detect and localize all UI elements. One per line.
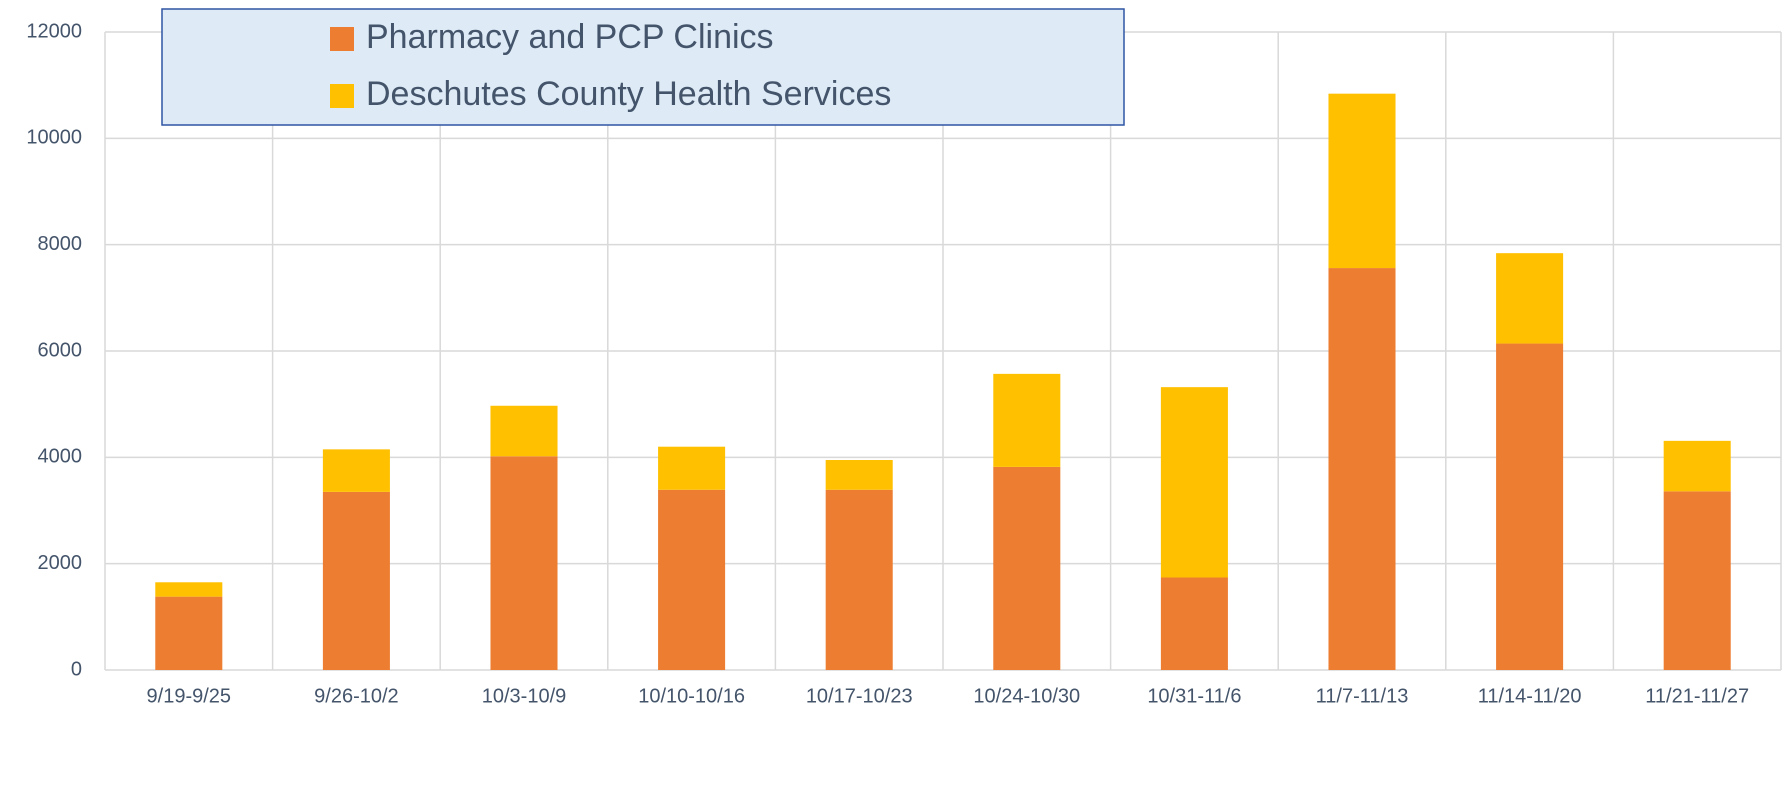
bar-segment xyxy=(1328,268,1396,670)
legend-box xyxy=(161,8,1125,126)
bar-segment xyxy=(322,491,390,670)
x-tick-label: 10/31-11/6 xyxy=(1147,685,1241,707)
bar-segment xyxy=(155,582,223,597)
bar-segment xyxy=(490,405,558,457)
x-tick-label: 9/19-9/25 xyxy=(147,685,232,707)
bar-segment xyxy=(825,489,893,670)
bar-segment xyxy=(658,446,726,490)
y-tick-label: 12000 xyxy=(26,20,82,42)
bar-segment xyxy=(1663,440,1731,492)
x-tick-label: 10/10-10/16 xyxy=(638,685,745,707)
x-tick-label: 10/24-10/30 xyxy=(973,685,1080,707)
x-tick-label: 11/7-11/13 xyxy=(1316,685,1409,707)
legend-label: Pharmacy and PCP Clinics xyxy=(366,18,774,56)
bar-segment xyxy=(993,466,1061,670)
bar-segment xyxy=(490,456,558,670)
bar-segment xyxy=(993,373,1061,467)
x-tick-label: 10/3-10/9 xyxy=(482,685,567,707)
y-tick-label: 8000 xyxy=(38,233,83,255)
y-tick-label: 6000 xyxy=(38,339,83,361)
legend-swatch xyxy=(330,84,354,108)
x-tick-label: 11/21-11/27 xyxy=(1645,685,1749,707)
bar-segment xyxy=(658,489,726,670)
y-tick-label: 4000 xyxy=(38,446,83,468)
bar-segment xyxy=(322,449,390,492)
x-tick-label: 11/14-11/20 xyxy=(1478,685,1582,707)
y-tick-label: 2000 xyxy=(38,552,83,574)
bar-segment xyxy=(1160,387,1228,578)
bar-segment xyxy=(155,596,223,670)
bar-segment xyxy=(1496,253,1564,344)
y-tick-label: 10000 xyxy=(26,127,82,149)
legend-label: Deschutes County Health Services xyxy=(366,75,891,113)
bar-segment xyxy=(1496,343,1564,670)
bar-segment xyxy=(1328,93,1396,269)
bar-segment xyxy=(1663,491,1731,670)
x-tick-label: 9/26-10/2 xyxy=(314,685,399,707)
y-tick-label: 0 xyxy=(71,658,82,680)
x-tick-label: 10/17-10/23 xyxy=(806,685,913,707)
bar-segment xyxy=(825,459,893,490)
bar-segment xyxy=(1160,577,1228,670)
legend-swatch xyxy=(330,27,354,51)
